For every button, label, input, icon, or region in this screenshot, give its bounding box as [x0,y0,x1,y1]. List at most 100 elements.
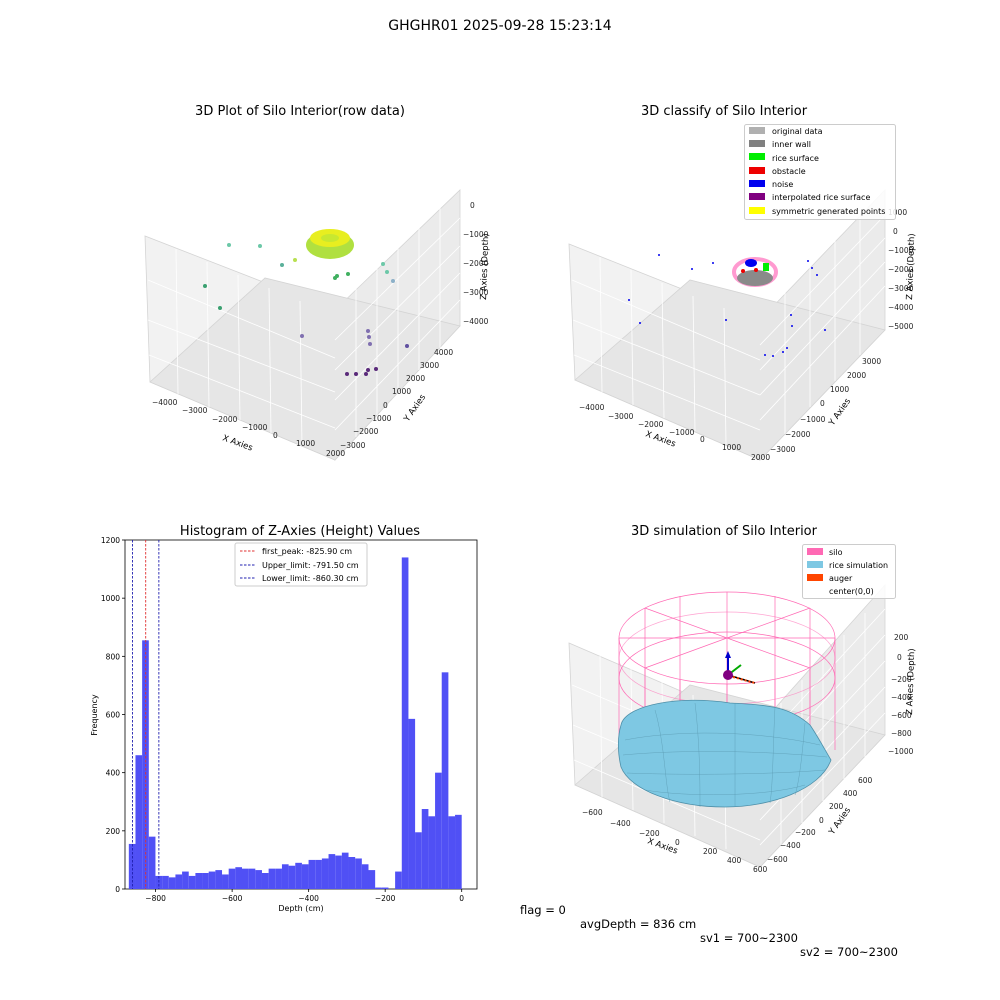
histogram-bar [202,873,209,889]
histogram-bar [295,862,302,889]
x-ticks: −800 −600 −400 −200 0 [145,889,464,903]
y-tick-label: 400 [106,769,121,778]
z-tick: −2000 [888,265,914,274]
histogram-bar [275,868,282,889]
rice-mesh-lines [622,702,828,808]
z-tick: −4000 [888,303,914,312]
z-tick: −3000 [463,288,489,297]
y-tick: 3000 [862,357,881,366]
histogram-bar [288,865,296,889]
histogram-bar [301,864,309,889]
x-tick-label: −400 [298,894,319,903]
x-tick-label: 0 [459,894,464,903]
histogram-chart: −800 −600 −400 −200 0 020040060080010001200 … [90,536,478,913]
classified-points [628,254,826,357]
plot-frame [124,539,478,890]
histogram-bar [222,874,229,889]
histogram-bar [335,855,342,889]
histogram-bar [361,864,369,889]
sv1-text: sv1 = 700~2300 [700,931,798,945]
y-tick-label: 200 [106,827,121,836]
histogram-bar [408,718,416,889]
y-tick: 400 [843,789,858,798]
y-tick: 3000 [420,361,439,370]
x-tick: 1000 [296,439,315,448]
y-tick: 200 [829,802,844,811]
histogram-bar [428,816,436,889]
floor-pane [574,279,886,461]
histogram-bar [248,868,256,889]
histogram-bar [215,870,223,889]
y-tick: −3000 [770,445,796,454]
x-tick-label: −800 [145,894,166,903]
histogram-bar [148,836,156,889]
y-tick: −600 [767,855,788,864]
simulation-3d-plot: −600 −400 −200 0 200 400 600 −600 −400 −… [568,583,917,874]
y-tick: −2000 [785,430,811,439]
histogram-bar [208,871,216,889]
legend-label-auger: auger [829,574,853,583]
auger-and-axes [723,651,756,684]
z-tick: 0 [470,201,475,210]
z-tick: −2000 [463,259,489,268]
histogram-bar [348,857,356,889]
y-tick: 0 [383,401,388,410]
x-tick: −2000 [212,415,238,424]
x-tick: 2000 [751,453,770,462]
x-tick: −2000 [638,420,664,429]
z-tick: −5000 [888,322,914,331]
z-tick: −600 [891,711,912,720]
rice-surface-mesh [617,699,832,808]
x-tick: 0 [675,838,680,847]
y-tick: 2000 [406,374,425,383]
status-footer: flag = 0 avgDepth = 836 cm sv1 = 700~230… [0,889,1000,959]
y-tick-label: 1000 [101,594,120,603]
x-tick: 0 [700,435,705,444]
legend-label-inner-wall: inner wall [772,140,811,149]
legend-label-original-data: original data [772,127,823,136]
histogram-bar [368,870,376,889]
z-tick: −1000 [888,747,914,756]
raw-data-3d-plot: −4000 −3000 −2000 −1000 0 1000 2000 −300… [144,189,491,462]
z-tick: 1000 [888,208,907,217]
avg-depth-text: avgDepth = 836 cm [580,917,697,931]
y-axis-label: Frequency [90,694,99,736]
legend-swatch-auger [807,574,823,581]
classify-legend: original data inner wall rice surface ob… [744,124,896,220]
histogram-bar [228,868,236,889]
y-tick-label: 600 [106,711,121,720]
y-tick: −2000 [353,427,379,436]
legend-frame [234,542,368,587]
legend-label-silo: silo [829,548,843,557]
x-tick: −400 [610,819,631,828]
rice-surface-points [763,263,769,271]
legend-label-obstacle: obstacle [772,167,806,176]
figure-title: GHGHR01 2025-09-28 15:23:14 [388,18,612,34]
legend-swatch-interpolated-rice-surface [749,193,765,200]
y-tick: −1000 [800,415,826,424]
reference-lines [132,540,160,889]
z-tick: 200 [894,633,909,642]
histogram-bar [401,557,409,889]
legend-frame [802,544,896,599]
panel1-title: 3D Plot of Silo Interior(row data) [195,104,405,119]
x-tick-label: −600 [222,894,243,903]
center-marker [723,670,733,680]
x-tick: −600 [582,808,603,817]
histogram-bar [395,871,402,889]
x-tick: 0 [273,431,278,440]
y-tick: 2000 [847,371,866,380]
y-tick: 0 [820,399,825,408]
legend-swatch-rice-simulation [807,561,823,568]
x-axis-label: Depth (cm) [278,904,323,913]
panel2-title: 3D classify of Silo Interior [640,104,808,119]
z-axis-label: Z Axies (Depth) [905,648,917,715]
y-tick-label: 1200 [101,536,120,545]
panel4-title: 3D simulation of Silo Interior [631,524,817,539]
histogram-bar [421,809,429,889]
x-tick: −4000 [152,398,178,407]
y-tick: 0 [819,816,824,825]
legend-swatch-symmetric-generated-points [749,207,765,214]
z-tick: 0 [893,227,898,236]
legend-swatch-original-data [749,127,765,134]
